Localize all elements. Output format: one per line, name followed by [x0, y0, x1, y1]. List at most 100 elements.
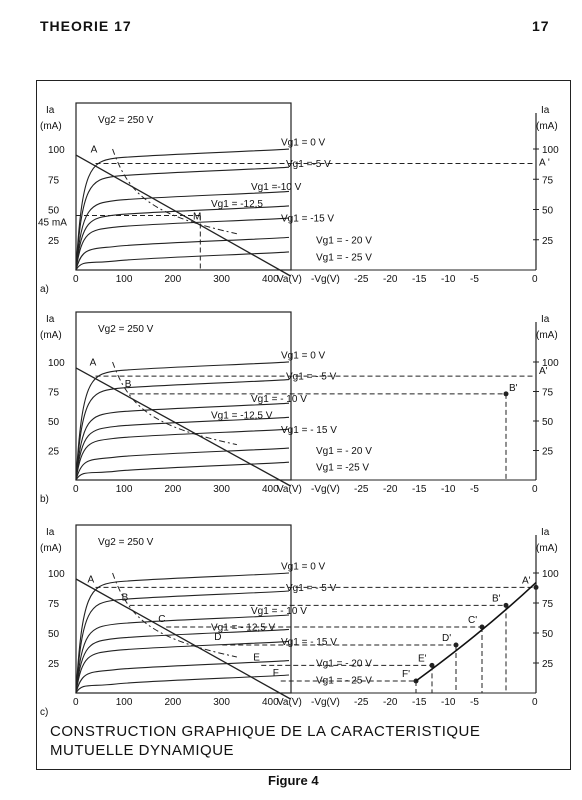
ia-tick-label-right: 25: [542, 447, 554, 458]
va-tick-label: 100: [116, 697, 133, 708]
ia-axis-label-right: Ia: [541, 527, 550, 538]
vg-tick-label: -5: [470, 274, 479, 285]
curve-label: Vg1 = 0 V: [281, 350, 326, 361]
curve-label: Vg1 = 0 V: [281, 561, 326, 572]
va-tick-label: 0: [73, 484, 79, 495]
graph-panel-c: Ia (mA) Ia (mA) 25 25 50 50 75 75 100 100 0 100 200 300…: [40, 524, 559, 718]
point-label: D': [442, 633, 451, 644]
ia-tick-label: 75: [48, 599, 60, 610]
ia-axis-label-right: Ia: [541, 314, 550, 325]
ia-tick-label: 50: [48, 417, 60, 428]
vg-tick-label: -20: [383, 274, 398, 285]
va-tick-label: 100: [116, 484, 133, 495]
vg-tick-label: -10: [441, 274, 456, 285]
characteristic-curve: [75, 251, 290, 271]
ia-tick-label-right: 100: [542, 358, 559, 369]
point-label: A': [522, 575, 531, 586]
panel-tag: b): [40, 494, 49, 505]
characteristic-curve: [75, 640, 290, 694]
curve-label: Vg1 = - 5 V: [286, 583, 337, 594]
ia-tick-label: 100: [48, 358, 65, 369]
ia-tick-label-right: 100: [542, 145, 559, 156]
va-axis-label: Va(V): [277, 697, 302, 708]
ia-tick-label: 100: [48, 569, 65, 580]
curve-label: Vg1 = - 15 V: [281, 637, 337, 648]
va-tick-label: 200: [165, 274, 182, 285]
characteristic-curve: [75, 402, 290, 481]
graph-panel-b: Ia (mA) Ia (mA) 25 25 50 50 75 75 100 100 0 100 200 300…: [40, 311, 559, 505]
page-header-title: THEORIE 17: [40, 18, 132, 34]
point-label: B: [122, 592, 129, 603]
characteristic-curve: [75, 590, 290, 694]
point-label: B: [125, 379, 132, 390]
ma-axis-label-right: (mA): [536, 121, 558, 132]
page-number: 17: [532, 18, 550, 34]
vg2-label: Vg2 = 250 V: [98, 324, 154, 335]
vg-axis-label: -Vg(V): [311, 697, 340, 708]
characteristic-curve: [75, 217, 290, 271]
vg-tick-label: 0: [532, 697, 538, 708]
va-tick-label: 0: [73, 697, 79, 708]
vg-tick-label: 0: [532, 484, 538, 495]
point-label: E: [253, 652, 260, 663]
va-tick-label: 300: [213, 697, 230, 708]
characteristic-curve: [75, 428, 290, 481]
ia-tick-label: 25: [48, 659, 60, 670]
curve-label: Vg1 = - 10 V: [251, 606, 307, 617]
va-tick-label: 400: [262, 274, 279, 285]
mutual-characteristic-curve: [415, 582, 537, 682]
va-tick-label: 200: [165, 484, 182, 495]
ia-tick-label: 25: [48, 447, 60, 458]
dissipation-curve: [112, 361, 237, 446]
ia-tick-label-right: 50: [542, 629, 554, 640]
va-tick-label: 200: [165, 697, 182, 708]
vg-tick-label: -5: [470, 697, 479, 708]
ia-tick-label-right: 50: [542, 417, 554, 428]
point-label: F': [402, 669, 410, 680]
va-tick-label: 100: [116, 274, 133, 285]
ia-axis-label: Ia: [46, 527, 55, 538]
plot-box: [75, 102, 292, 271]
point-label: M: [193, 212, 201, 223]
ia-tick-label: 75: [48, 388, 60, 399]
ia-axis-label: Ia: [46, 314, 55, 325]
mutual-point: [503, 391, 509, 397]
ia-tick-label-right: 75: [542, 388, 554, 399]
curve-label: Vg1 = - 10 V: [251, 394, 307, 405]
point-label: A ': [539, 158, 550, 169]
ia-axis-label: Ia: [46, 105, 55, 116]
ma-axis-label-right: (mA): [536, 543, 558, 554]
panel-tag: c): [40, 707, 48, 718]
va-tick-label: 400: [262, 697, 279, 708]
characteristic-curve: [75, 660, 290, 694]
curve-label: Vg1 = -15 V: [281, 214, 334, 225]
va-tick-label: 0: [73, 274, 79, 285]
characteristic-curve: [75, 205, 290, 271]
characteristic-curve: [75, 628, 290, 694]
characteristic-curve: [75, 447, 290, 481]
va-tick-label: 300: [213, 274, 230, 285]
vg-tick-label: -10: [441, 484, 456, 495]
vg-axis-label: -Vg(V): [311, 274, 340, 285]
point-label: B': [492, 593, 501, 604]
ia-tick-label-right: 75: [542, 175, 554, 186]
curve-label: Vg1 =-5 V: [286, 159, 331, 170]
plot-box: [75, 524, 292, 694]
curve-label: Vg1 = -12,5: [211, 199, 263, 210]
vg-tick-label: -25: [354, 274, 369, 285]
ia-tick-label-right: 50: [542, 206, 554, 217]
characteristic-curve: [75, 190, 290, 271]
curve-label: Vg1 = - 5 V: [286, 372, 337, 383]
characteristic-curve: [75, 614, 290, 694]
vg-axis-label: -Vg(V): [311, 484, 340, 495]
characteristic-curve: [75, 416, 290, 481]
mutual-point: [503, 602, 509, 608]
vg-tick-label: -20: [383, 484, 398, 495]
figure-caption: CONSTRUCTION GRAPHIQUE DE LA CARACTERIST…: [50, 722, 480, 760]
point-label: C: [158, 614, 165, 625]
ia-tick-label: 50: [48, 629, 60, 640]
ma-axis-label: (mA): [40, 543, 62, 554]
mutual-point: [429, 662, 435, 668]
characteristic-curve: [75, 166, 290, 271]
figure-frame: [36, 80, 571, 770]
